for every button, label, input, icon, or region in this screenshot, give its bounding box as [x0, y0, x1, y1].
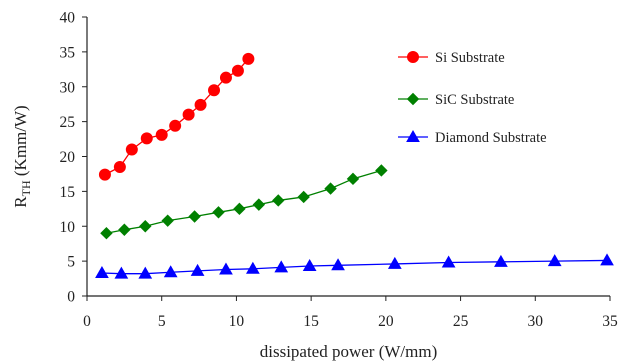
data-point — [600, 253, 614, 266]
data-point — [233, 202, 246, 216]
data-point — [274, 260, 289, 273]
data-point — [219, 71, 232, 84]
x-tick-label: 20 — [378, 313, 394, 330]
data-point — [324, 182, 337, 195]
x-tick-label: 5 — [158, 313, 166, 330]
data-point — [169, 119, 182, 132]
series-line — [101, 259, 608, 275]
data-point — [246, 261, 260, 274]
series-layer — [95, 52, 614, 279]
data-point — [155, 128, 168, 141]
x-tick-label: 35 — [602, 313, 618, 330]
x-tick-label: 15 — [303, 313, 319, 330]
data-point — [140, 132, 153, 145]
data-point — [242, 52, 255, 65]
data-point — [231, 64, 244, 77]
tick-labels: 0 5 10 15 20 25 30 35 40 0 5 10 15 20 25 30 35 — [60, 10, 619, 331]
data-point — [331, 258, 345, 271]
data-point — [190, 263, 205, 276]
y-axis-label-subscript: TH — [19, 180, 33, 196]
data-point — [494, 254, 508, 267]
data-point — [375, 164, 388, 177]
data-point — [387, 256, 402, 269]
data-point — [163, 265, 178, 278]
y-axis-label-main: R — [11, 196, 30, 208]
legend-marker — [406, 92, 420, 106]
data-point — [118, 223, 131, 236]
data-point — [100, 227, 113, 240]
y-tick-label: 40 — [60, 10, 76, 27]
data-point — [547, 254, 562, 267]
data-point — [161, 214, 174, 227]
y-tick-label: 20 — [60, 149, 76, 166]
y-tick-label: 10 — [60, 219, 76, 236]
y-axis-label: RTH (Kmm/W) — [11, 105, 33, 207]
series-1 — [98, 52, 255, 181]
y-tick-label: 15 — [60, 184, 76, 201]
y-tick-label: 5 — [67, 254, 75, 271]
legend-marker — [407, 51, 419, 63]
data-point — [208, 84, 221, 97]
x-tick-label: 25 — [453, 313, 469, 330]
y-tick-label: 30 — [60, 79, 76, 96]
data-point — [346, 172, 360, 186]
legend-label: Diamond Substrate — [435, 130, 547, 146]
x-axis-label: dissipated power (W/mm) — [260, 342, 438, 361]
data-point — [138, 266, 153, 279]
data-point — [219, 262, 233, 275]
data-point — [194, 98, 207, 111]
legend-item: Diamond Substrate — [398, 129, 547, 146]
legend-marker — [406, 129, 420, 142]
data-point — [182, 108, 195, 121]
legend-item: Si Substrate — [398, 50, 505, 66]
data-point — [252, 198, 266, 211]
series-3 — [95, 253, 614, 279]
data-point — [302, 258, 317, 272]
legend-label: SiC Substrate — [435, 92, 514, 108]
y-axis-label-unit: (Kmm/W) — [11, 105, 30, 180]
data-point — [139, 220, 152, 233]
data-point — [114, 266, 129, 279]
data-point — [98, 168, 111, 181]
y-tick-label: 35 — [60, 44, 76, 61]
legend-label: Si Substrate — [435, 50, 505, 66]
legend-item: SiC Substrate — [398, 92, 514, 108]
data-point — [441, 255, 456, 268]
series-2 — [100, 164, 388, 240]
x-tick-label: 10 — [229, 313, 245, 330]
y-tick-label: 25 — [60, 114, 76, 131]
data-point — [113, 160, 126, 173]
y-tick-label: 0 — [67, 289, 75, 306]
x-tick-label: 30 — [528, 313, 544, 330]
axes — [82, 16, 611, 301]
x-tick-label: 0 — [83, 313, 91, 330]
data-point — [297, 190, 310, 204]
data-point — [95, 265, 109, 278]
data-point — [212, 206, 225, 219]
legend: Si Substrate SiC Substrate Diamond Substra… — [398, 50, 547, 146]
data-point — [272, 194, 285, 207]
data-point — [125, 143, 138, 156]
data-point — [188, 210, 201, 223]
